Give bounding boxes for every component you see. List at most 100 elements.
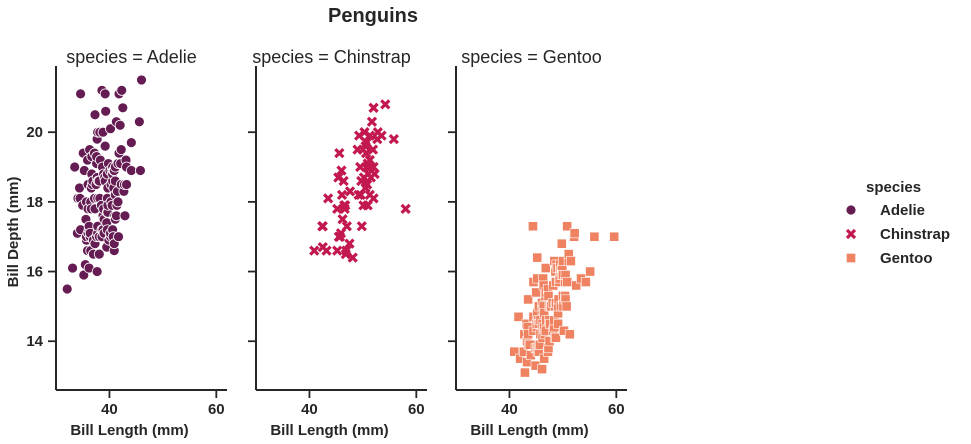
data-point — [523, 294, 534, 305]
data-point — [532, 252, 543, 263]
data-point — [561, 301, 572, 312]
x-tick-label: 60 — [208, 401, 225, 418]
facet-panels: species = Adelie 14 16 18 20 40 60 Bill Length … — [26, 47, 627, 439]
data-point — [135, 165, 146, 176]
data-point — [368, 193, 379, 204]
data-point — [75, 88, 86, 100]
data-point — [509, 346, 520, 357]
data-point — [580, 277, 591, 287]
data-point — [69, 161, 81, 173]
data-point — [368, 161, 379, 173]
data-point — [61, 283, 73, 295]
data-point — [376, 130, 387, 141]
data-point — [317, 221, 328, 232]
data-points — [61, 74, 147, 295]
data-point — [136, 74, 147, 86]
data-point — [125, 137, 137, 149]
data-point — [367, 144, 379, 155]
y-tick-label: 16 — [26, 264, 43, 281]
data-point — [528, 221, 538, 232]
data-point — [334, 147, 345, 159]
facet-panel: species = Chinstrap 40 60 Bill Length (mm) — [248, 47, 427, 439]
panel-title: species = Adelie — [66, 47, 197, 67]
legend-label: Adelie — [880, 202, 925, 219]
data-point — [562, 221, 573, 232]
data-point — [93, 248, 105, 260]
legend: species Adelie Chinstrap Gentoo — [845, 179, 950, 267]
data-point — [89, 109, 101, 121]
data-point — [341, 221, 352, 232]
panel-title: species = Chinstrap — [252, 47, 411, 67]
x-axis-label: Bill Length (mm) — [270, 422, 388, 439]
data-point — [360, 147, 372, 159]
x-tick-label: 60 — [608, 401, 625, 418]
data-point — [564, 329, 575, 340]
facet-panel: species = Adelie 14 16 18 20 40 60 Bill Length … — [26, 47, 227, 439]
y-tick-label: 18 — [26, 194, 43, 211]
data-point — [609, 231, 620, 242]
data-point — [113, 231, 124, 243]
data-point — [336, 189, 348, 201]
data-point — [551, 332, 561, 343]
data-point — [366, 116, 378, 127]
data-point — [125, 165, 137, 176]
data-point — [380, 99, 391, 110]
data-point — [323, 193, 334, 204]
data-point — [99, 140, 111, 152]
y-axis-label: Bill Depth (mm) — [5, 177, 22, 288]
x-axis-label: Bill Length (mm) — [70, 422, 188, 439]
data-point — [589, 231, 600, 242]
data-point — [112, 196, 124, 208]
y-tick-label: 20 — [26, 124, 43, 141]
data-points — [309, 99, 411, 263]
x-axis-label: Bill Length (mm) — [470, 422, 588, 439]
data-point — [520, 367, 530, 378]
data-point — [309, 245, 320, 256]
data-point — [133, 116, 145, 128]
legend-title: species — [866, 179, 921, 196]
chart-title: Penguins — [328, 5, 418, 27]
data-point — [121, 179, 132, 190]
data-point — [347, 252, 358, 263]
data-point — [332, 245, 343, 256]
data-point — [362, 179, 373, 190]
data-point — [115, 144, 127, 156]
data-point — [117, 102, 129, 114]
x-tick-label: 40 — [501, 401, 518, 418]
data-point — [537, 364, 547, 374]
data-points — [509, 221, 620, 378]
data-point — [114, 119, 126, 131]
data-point — [565, 256, 576, 266]
data-point — [340, 200, 351, 211]
data-point — [344, 238, 355, 249]
data-point — [540, 263, 551, 273]
data-point — [116, 84, 128, 96]
data-point — [513, 311, 524, 322]
data-point — [361, 137, 372, 148]
data-point — [341, 245, 352, 256]
data-point — [356, 221, 367, 232]
data-point — [100, 105, 112, 117]
data-point — [99, 88, 111, 100]
legend-marker — [846, 253, 856, 263]
data-point — [553, 318, 563, 329]
facet-panel: species = Gentoo 40 60 Bill Length (mm) — [448, 47, 627, 439]
data-point — [337, 214, 348, 225]
data-point — [388, 134, 400, 145]
x-tick-label: 40 — [301, 401, 318, 418]
data-point — [344, 186, 356, 197]
x-tick-label: 40 — [101, 401, 118, 418]
data-point — [556, 238, 567, 249]
data-point — [562, 277, 573, 287]
data-point — [336, 165, 347, 176]
legend-marker — [845, 228, 857, 240]
data-point — [368, 102, 379, 113]
data-point — [119, 210, 131, 222]
legend-label: Chinstrap — [880, 226, 950, 243]
data-point — [67, 262, 78, 274]
x-tick-label: 60 — [408, 401, 425, 418]
data-point — [585, 266, 596, 277]
legend-marker — [845, 204, 857, 216]
data-point — [321, 245, 332, 256]
